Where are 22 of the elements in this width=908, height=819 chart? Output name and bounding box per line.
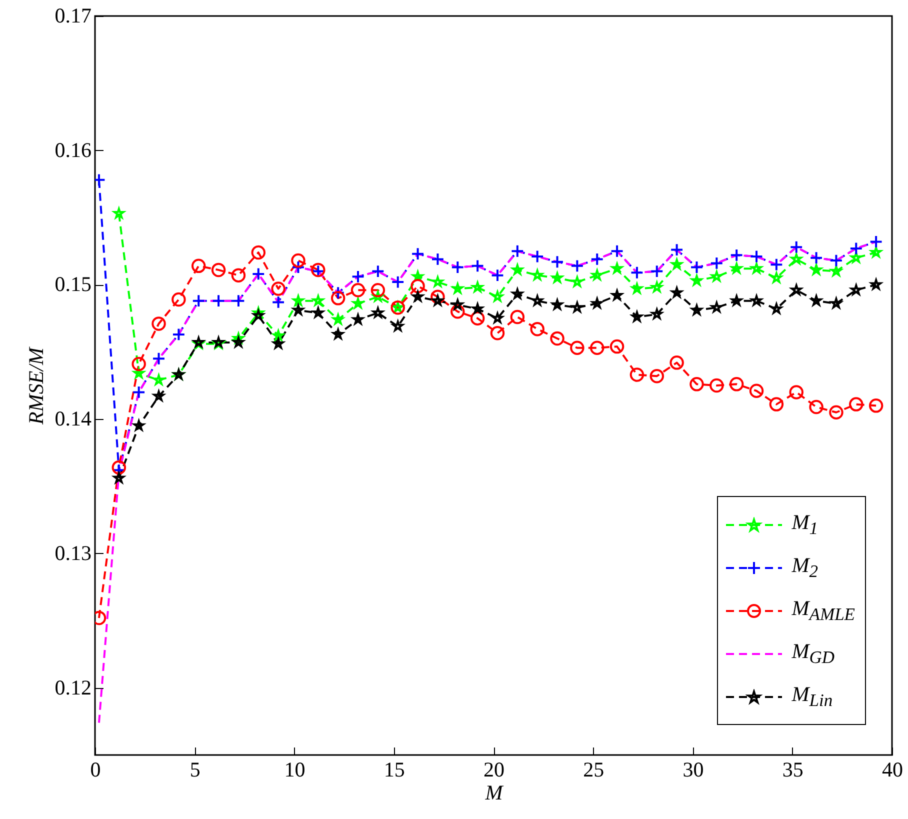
x-tick-label: 30 [682,758,704,782]
y-axis-title: RMSE/M [24,346,48,426]
x-tick-label: 20 [484,758,504,782]
y-tick-label: 0.16 [54,138,92,162]
legend-label: M$_{1}$ [792,510,818,540]
y-tick-label: 0.13 [54,540,92,565]
x-tick-label: 0 [90,758,101,782]
y-tick-label: 0.12 [54,675,92,700]
x-tick-label: 35 [782,758,804,782]
x-tick-label: 15 [384,758,405,782]
x-axis-title: M [484,780,504,804]
y-tick-label: 0.17 [54,4,92,28]
legend-label: M$_{2}$ [792,552,818,582]
legend-label: M$_{AMLE}$ [792,596,855,626]
x-tick-label: 5 [190,758,200,782]
y-tick-label: 0.15 [54,272,92,296]
legend-label: M$_{GD}$ [792,638,835,668]
x-tick-label: 40 [882,758,903,782]
x-tick-label: 10 [284,758,306,782]
legend-label: M$_{Lin}$ [792,682,833,712]
x-tick-label: 25 [583,758,604,782]
y-tick-label: 0.14 [54,406,92,431]
